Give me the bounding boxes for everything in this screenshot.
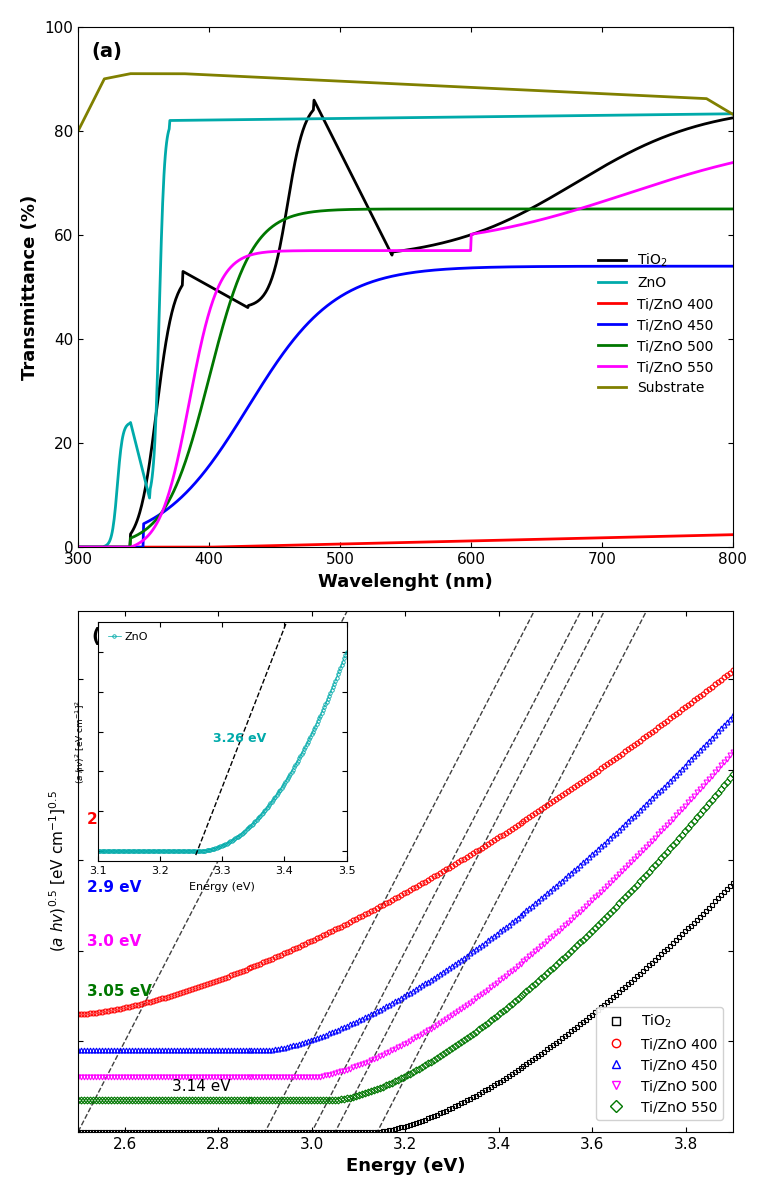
Legend: TiO$_2$, Ti/ZnO 400, Ti/ZnO 450, Ti/ZnO 500, Ti/ZnO 550: TiO$_2$, Ti/ZnO 400, Ti/ZnO 450, Ti/ZnO … <box>596 1007 723 1119</box>
Text: 2.5 eV: 2.5 eV <box>88 812 142 828</box>
Y-axis label: $(a\ hv)^{0.5}\ [\mathrm{eV\ cm^{-1}}]^{0.5}$: $(a\ hv)^{0.5}\ [\mathrm{eV\ cm^{-1}}]^{… <box>47 791 68 952</box>
Text: 3.14 eV: 3.14 eV <box>171 1079 230 1094</box>
Text: (a): (a) <box>91 42 122 61</box>
Legend: TiO$_2$, ZnO, Ti/ZnO 400, Ti/ZnO 450, Ti/ZnO 500, Ti/ZnO 550, Substrate: TiO$_2$, ZnO, Ti/ZnO 400, Ti/ZnO 450, Ti… <box>593 246 720 401</box>
X-axis label: Wavelenght (nm): Wavelenght (nm) <box>318 573 493 591</box>
Text: 2.9 eV: 2.9 eV <box>88 880 142 895</box>
Text: 3.05 eV: 3.05 eV <box>88 984 152 999</box>
Text: (b): (b) <box>91 627 123 646</box>
Text: 3.0 eV: 3.0 eV <box>88 934 142 950</box>
X-axis label: Energy (eV): Energy (eV) <box>346 1158 465 1176</box>
Y-axis label: Transmittance (%): Transmittance (%) <box>21 195 39 379</box>
